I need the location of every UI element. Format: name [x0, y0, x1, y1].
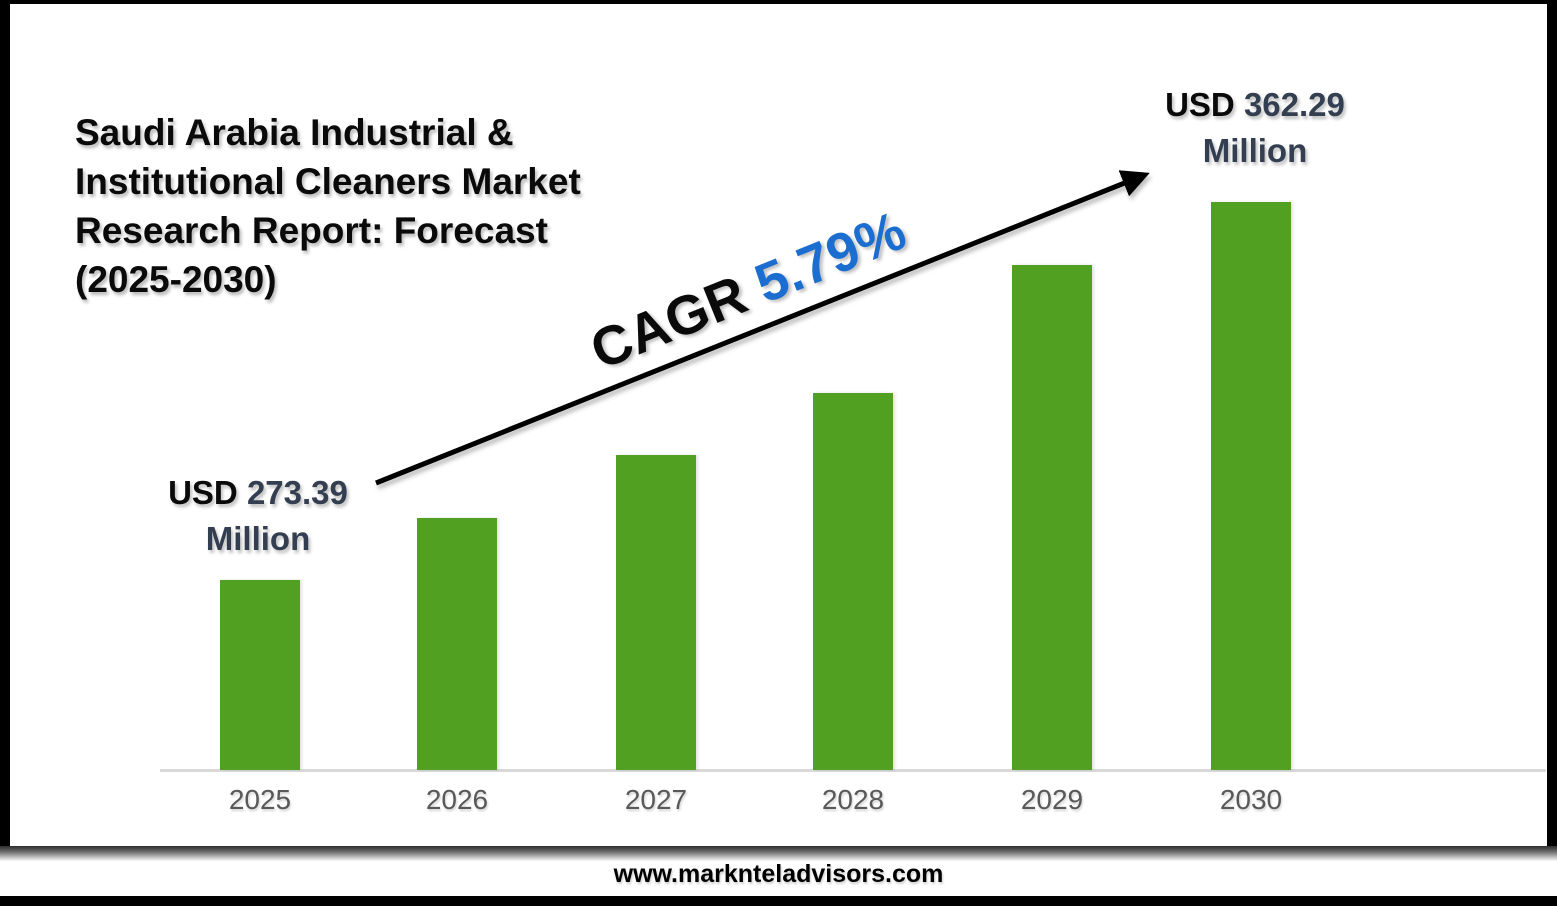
footer-gradient-band	[0, 846, 1557, 862]
end-value-unit: Million	[1202, 132, 1308, 169]
x-axis-label-2026: 2026	[425, 784, 489, 815]
start-value-callout: USD 273.39 Million	[118, 470, 398, 562]
end-value-callout: USD 362.29 Million	[1112, 82, 1398, 174]
frame-border-left	[0, 0, 10, 848]
bar-2028	[813, 393, 893, 770]
start-value-prefix: USD	[168, 474, 238, 511]
end-value-number: 362.29	[1243, 86, 1345, 123]
bar-2027	[616, 455, 696, 770]
x-axis-label-2030: 2030	[1219, 784, 1283, 815]
x-axis-label-2027: 2027	[624, 784, 688, 815]
x-axis-label-2029: 2029	[1020, 784, 1084, 815]
chart-title-line: Saudi Arabia Industrial &	[75, 112, 514, 153]
start-value-number: 273.39	[246, 474, 348, 511]
frame-border-right	[1547, 0, 1557, 848]
bar-2025	[220, 580, 300, 770]
bar-2026	[417, 518, 497, 770]
frame-border-top	[0, 0, 1557, 4]
x-axis-label-2028: 2028	[821, 784, 885, 815]
bar-2030	[1211, 202, 1291, 770]
chart-title-line: Research Report: Forecast	[75, 210, 548, 251]
footer-website-url: www.marknteladvisors.com	[613, 860, 944, 888]
end-value-prefix: USD	[1165, 86, 1235, 123]
chart-title-line: Institutional Cleaners Market	[75, 161, 581, 202]
chart-title: Saudi Arabia Industrial & Institutional …	[75, 108, 695, 304]
x-axis-label-2025: 2025	[228, 784, 292, 815]
frame-border-bottom	[0, 896, 1557, 906]
x-axis-line	[160, 769, 1546, 772]
cagr-percent: 5.79%	[746, 198, 915, 315]
start-value-unit: Million	[205, 520, 311, 557]
bar-2029	[1012, 265, 1092, 770]
chart-title-line: (2025-2030)	[75, 259, 277, 300]
